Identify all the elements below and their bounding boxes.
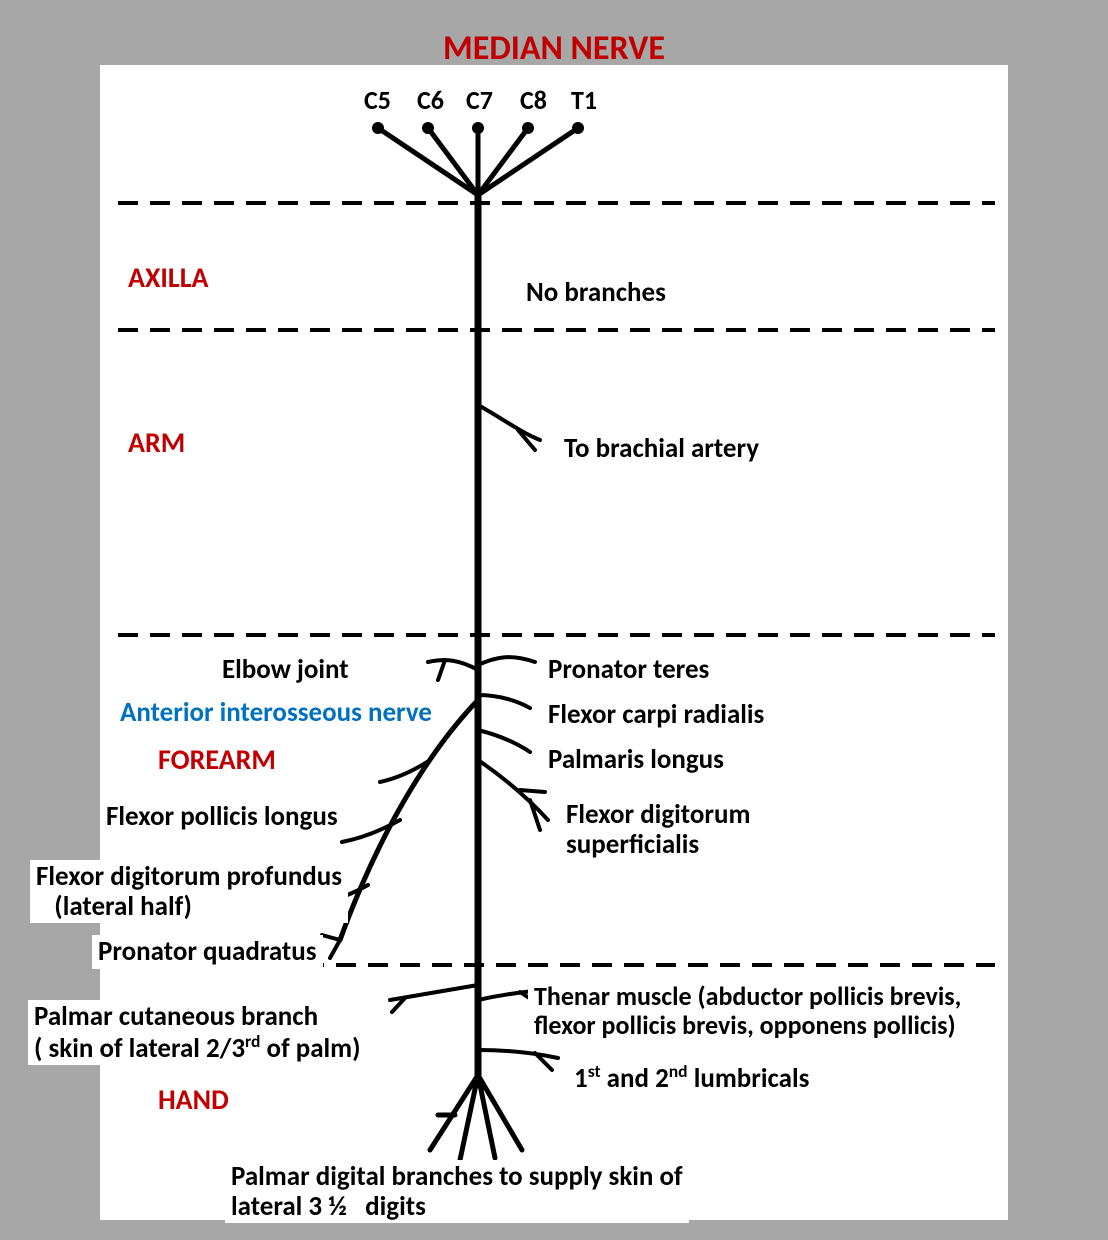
root-label-c5: C5: [364, 86, 391, 115]
label-thenar_lbl: Thenar muscle (abductor pollicis brevis,…: [528, 980, 967, 1041]
label-palmar_cut_lbl: Palmar cutaneous branch( skin of lateral…: [28, 1000, 367, 1065]
region-label-forearm: FOREARM: [158, 745, 276, 776]
region-label-axilla: AXILLA: [128, 263, 209, 294]
label-fdp: Flexor digitorum profundus (lateral half…: [30, 860, 348, 923]
diagram-canvas: MEDIAN NERVE C5C6C7C8T1AXILLAARMFOREARMH…: [0, 0, 1108, 1240]
label-fpl: Flexor pollicis longus: [100, 800, 344, 834]
label-fds: Flexor digitorumsuperficialis: [560, 798, 756, 861]
region-label-hand: HAND: [158, 1085, 229, 1116]
label-palmaris: Palmaris longus: [548, 745, 724, 775]
label-pronator_teres: Pronator teres: [548, 655, 709, 685]
label-to_brachial: To brachial artery: [558, 432, 765, 466]
label-fcr: Flexor carpi radialis: [548, 700, 764, 730]
region-label-arm: ARM: [128, 428, 185, 459]
root-label-c8: C8: [520, 86, 547, 115]
root-label-c6: C6: [417, 86, 444, 115]
label-lumbricals_lbl: 1st and 2nd lumbricals: [568, 1060, 815, 1096]
label-digital_lbl: Palmar digital branches to supply skin o…: [225, 1160, 689, 1223]
label-elbow_joint: Elbow joint: [222, 655, 349, 685]
label-no_branches: No branches: [520, 276, 672, 310]
label-pq: Pronator quadratus: [92, 935, 323, 969]
label-ain_label: Anterior interosseous nerve: [120, 698, 432, 728]
root-label-t1: T1: [571, 86, 597, 115]
root-label-c7: C7: [466, 86, 493, 115]
